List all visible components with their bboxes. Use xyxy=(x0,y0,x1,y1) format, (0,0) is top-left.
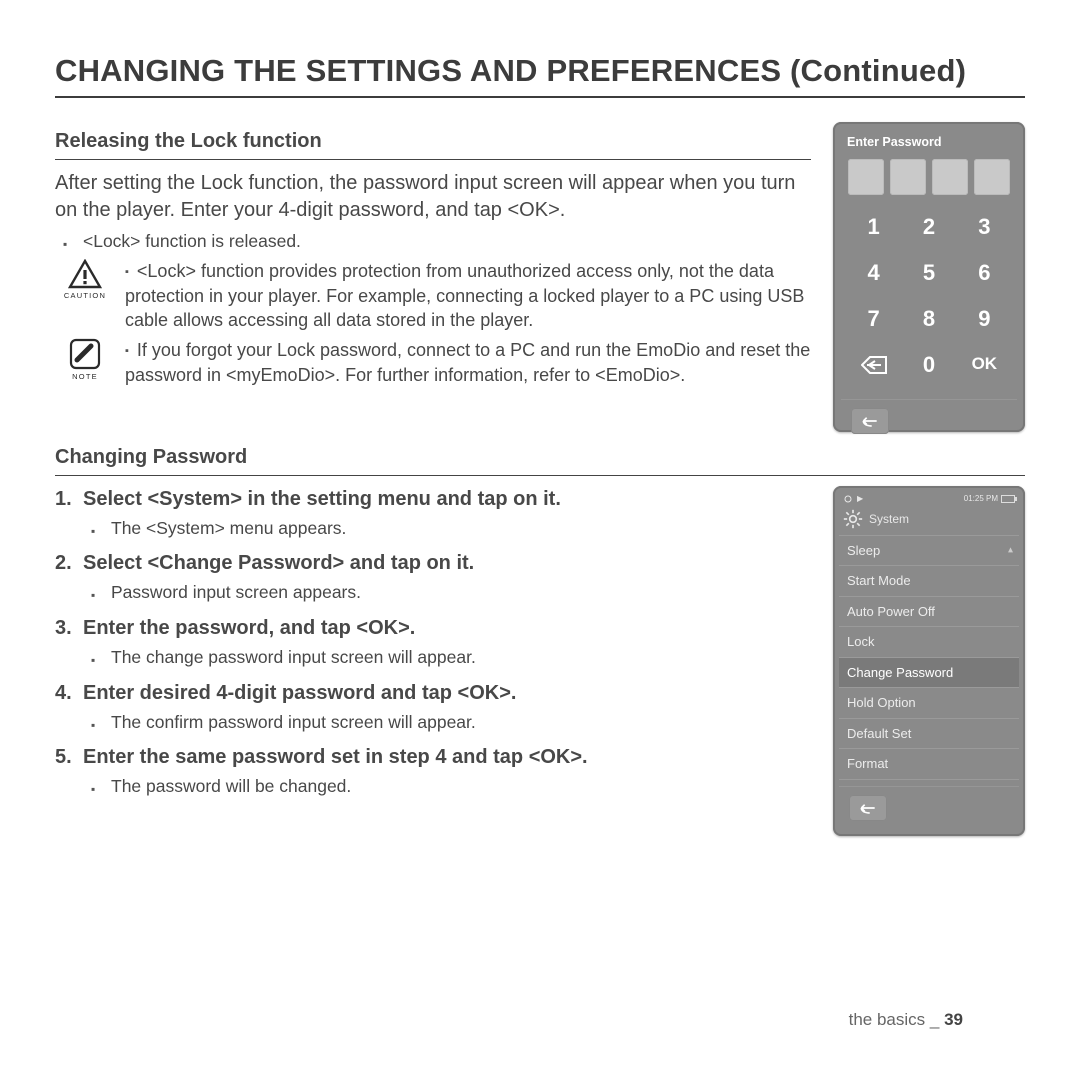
device-system-menu: ▶ 01:25 PM System Sleep▴ Start Mode Auto… xyxy=(833,486,1025,836)
note-text: If you forgot your Lock password, connec… xyxy=(125,340,810,384)
bullet-lock-released: <Lock> function is released. xyxy=(83,230,811,254)
key-1[interactable]: 1 xyxy=(849,207,898,247)
gear-small-icon xyxy=(843,494,853,504)
step-1: Select <System> in the setting menu and … xyxy=(55,486,811,541)
device1-sysbar xyxy=(841,399,1017,435)
menu-item-change-password[interactable]: Change Password xyxy=(839,657,1019,688)
menu-item-lock[interactable]: Lock xyxy=(839,626,1019,657)
key-3[interactable]: 3 xyxy=(960,207,1009,247)
key-8[interactable]: 8 xyxy=(904,299,953,339)
menu-item-start-mode[interactable]: Start Mode xyxy=(839,565,1019,596)
menu-item-sleep[interactable]: Sleep▴ xyxy=(839,535,1019,566)
page-title: CHANGING THE SETTINGS AND PREFERENCES (C… xyxy=(55,50,1025,98)
key-9[interactable]: 9 xyxy=(960,299,1009,339)
battery-icon xyxy=(1001,495,1015,503)
heading-changing-password: Changing Password xyxy=(55,444,1025,476)
step5-sub: The password will be changed. xyxy=(111,775,811,799)
para-releasing: After setting the Lock function, the pas… xyxy=(55,170,811,224)
key-5[interactable]: 5 xyxy=(904,253,953,293)
device-password-screen: Enter Password 1 2 3 4 5 6 7 8 9 0 OK xyxy=(833,122,1025,432)
footer-section: the basics _ xyxy=(849,1010,944,1029)
password-slot xyxy=(848,159,884,195)
back-button[interactable] xyxy=(849,795,887,821)
note-label: NOTE xyxy=(55,372,115,382)
section-changing-password: Select <System> in the setting menu and … xyxy=(55,486,1025,836)
password-slots xyxy=(841,159,1017,195)
device2-title: System xyxy=(869,511,909,527)
step-5: Enter the same password set in step 4 an… xyxy=(55,744,811,799)
caution-label: CAUTION xyxy=(55,291,115,301)
steps-list: Select <System> in the setting menu and … xyxy=(55,486,811,799)
back-button[interactable] xyxy=(851,408,889,434)
caution-text: <Lock> function provides protection from… xyxy=(125,261,804,330)
key-2[interactable]: 2 xyxy=(904,207,953,247)
key-backspace[interactable] xyxy=(849,345,898,385)
keypad: 1 2 3 4 5 6 7 8 9 0 OK xyxy=(841,207,1017,385)
password-slot xyxy=(890,159,926,195)
password-slot xyxy=(974,159,1010,195)
heading-releasing: Releasing the Lock function xyxy=(55,128,811,160)
status-time: 01:25 PM xyxy=(964,494,998,505)
section-releasing-lock: Releasing the Lock function After settin… xyxy=(55,122,1025,432)
menu-item-auto-power-off[interactable]: Auto Power Off xyxy=(839,596,1019,627)
system-menu-list: Sleep▴ Start Mode Auto Power Off Lock Ch… xyxy=(839,535,1019,780)
step-3: Enter the password, and tap <OK>. The ch… xyxy=(55,615,811,670)
key-0[interactable]: 0 xyxy=(904,345,953,385)
step3-sub: The change password input screen will ap… xyxy=(111,646,811,670)
menu-item-default-set[interactable]: Default Set xyxy=(839,718,1019,749)
device1-title: Enter Password xyxy=(841,130,1017,159)
step1-sub: The <System> menu appears. xyxy=(111,517,811,541)
device2-header: System xyxy=(839,507,1019,535)
status-bar: ▶ 01:25 PM xyxy=(839,492,1019,507)
menu-item-format[interactable]: Format xyxy=(839,748,1019,780)
menu-item-hold-option[interactable]: Hold Option xyxy=(839,687,1019,718)
key-7[interactable]: 7 xyxy=(849,299,898,339)
key-6[interactable]: 6 xyxy=(960,253,1009,293)
caution-row: CAUTION <Lock> function provides protect… xyxy=(55,259,811,332)
note-row: NOTE If you forgot your Lock password, c… xyxy=(55,338,811,387)
step2-sub: Password input screen appears. xyxy=(111,581,811,605)
key-ok[interactable]: OK xyxy=(960,345,1009,385)
step4-sub: The confirm password input screen will a… xyxy=(111,711,811,735)
page-footer: the basics _ 39 xyxy=(849,1009,963,1032)
caution-icon xyxy=(68,259,102,289)
step-2: Select <Change Password> and tap on it. … xyxy=(55,550,811,605)
step-4: Enter desired 4-digit password and tap <… xyxy=(55,680,811,735)
note-icon xyxy=(69,338,101,370)
password-slot xyxy=(932,159,968,195)
footer-page: 39 xyxy=(944,1010,963,1029)
gear-icon xyxy=(843,509,863,529)
device2-sysbar xyxy=(839,786,1019,822)
key-4[interactable]: 4 xyxy=(849,253,898,293)
